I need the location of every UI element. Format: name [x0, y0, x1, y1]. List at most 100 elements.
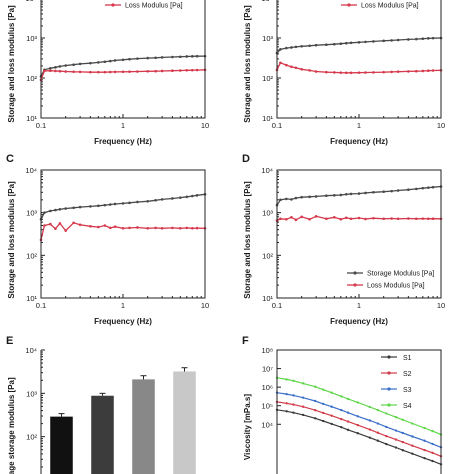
- storage-modulus-point: [339, 42, 343, 46]
- viscosity-point-S2: [330, 414, 333, 417]
- y-tick-label: 10⁵: [262, 402, 273, 411]
- x-tick-label: 0.1: [272, 301, 282, 310]
- loss-modulus-point: [407, 217, 410, 220]
- storage-modulus-point: [121, 58, 125, 62]
- storage-modulus-point: [49, 66, 52, 70]
- y-tick-label: 10²: [262, 251, 273, 260]
- legend-label-S2: S2: [403, 371, 412, 378]
- viscosity-point-S4: [423, 426, 426, 430]
- storage-modulus-point: [185, 195, 189, 199]
- storage-modulus-point: [290, 198, 293, 201]
- panel-top-right-chart: 10¹ 10² 10³ 10⁴ 0.1 1 10 Frequency (Hz) Storage …: [243, 0, 445, 146]
- viscosity-point-S1: [314, 417, 317, 420]
- storage-modulus-point: [154, 198, 157, 202]
- viscosity-point-S1: [401, 449, 404, 452]
- storage-modulus-point: [113, 202, 117, 206]
- x-tick-label: 10: [201, 121, 209, 130]
- storage-modulus-point: [372, 191, 375, 194]
- storage-modulus-point: [396, 38, 400, 42]
- storage-modulus-point: [325, 194, 328, 197]
- x-tick-label: 1: [357, 121, 361, 130]
- loss-modulus-point: [179, 69, 182, 72]
- panel-label-d: D: [242, 153, 250, 165]
- viscosity-point-S3: [285, 392, 288, 396]
- storage-modulus-point: [190, 55, 194, 58]
- loss-modulus-point: [195, 226, 199, 230]
- bar: [173, 371, 196, 474]
- loss-modulus-point: [349, 71, 353, 75]
- plot-frame: [276, 169, 442, 299]
- loss-modulus-point: [382, 70, 385, 74]
- x-tick-label: 0.1: [36, 121, 46, 130]
- viscosity-point-S4: [285, 378, 288, 381]
- loss-modulus-point: [64, 229, 67, 232]
- legend-loss-label: Loss Modulus [Pa]: [367, 283, 425, 290]
- storage-modulus-point: [89, 61, 92, 65]
- storage-modulus-point: [54, 208, 57, 212]
- storage-modulus-point: [426, 37, 430, 40]
- panel-label-e: E: [6, 335, 13, 347]
- loss-modulus-point: [426, 217, 430, 221]
- storage-modulus-point: [279, 198, 282, 202]
- viscosity-point-S4: [314, 385, 317, 388]
- storage-modulus-point: [154, 56, 157, 60]
- storage-modulus-point: [128, 57, 131, 61]
- loss-modulus-point: [58, 69, 62, 73]
- storage-modulus-point: [294, 45, 298, 49]
- storage-modulus-point: [308, 44, 311, 48]
- y-axis-label: Average storage modulus [Pa]: [7, 377, 16, 474]
- viscosity-point-S3: [368, 419, 372, 422]
- loss-modulus-point: [407, 70, 410, 73]
- viscosity-point-S1: [394, 446, 398, 449]
- viscosity-point-S4: [401, 418, 404, 421]
- viscosity-point-S1: [385, 442, 388, 446]
- viscosity-point-S4: [385, 412, 388, 415]
- storage-modulus-point: [128, 201, 131, 205]
- storage-modulus-point: [78, 205, 82, 209]
- storage-modulus-point: [426, 186, 430, 189]
- storage-modulus-point: [97, 61, 100, 64]
- viscosity-point-S3: [394, 429, 398, 432]
- loss-modulus-point: [390, 217, 393, 220]
- loss-modulus-point: [185, 226, 189, 230]
- storage-modulus-point: [308, 195, 311, 199]
- loss-modulus-point: [103, 224, 107, 227]
- viscosity-point-S4: [431, 429, 434, 433]
- loss-modulus-point: [78, 223, 82, 227]
- legend-label-S4: S4: [403, 403, 412, 410]
- viscosity-point-S2: [376, 431, 380, 434]
- loss-modulus-point: [171, 69, 174, 73]
- y-tick-label: 10⁴: [25, 346, 37, 355]
- storage-modulus-point: [121, 202, 125, 205]
- storage-modulus-point: [89, 205, 92, 208]
- storage-modulus-point: [146, 199, 149, 203]
- viscosity-point-S4: [356, 401, 359, 404]
- storage-modulus-point: [72, 63, 75, 67]
- loss-modulus-point: [431, 217, 435, 221]
- y-tick-label: 10¹: [262, 114, 273, 123]
- loss-modulus-point: [160, 227, 164, 230]
- loss-modulus-point: [97, 70, 100, 74]
- loss-modulus-point: [372, 216, 375, 220]
- loss-modulus-point: [300, 215, 303, 219]
- loss-modulus-point: [171, 226, 174, 230]
- loss-modulus-point: [89, 70, 92, 74]
- y-tick-label: 10⁴: [261, 166, 273, 175]
- storage-modulus-point: [58, 65, 62, 68]
- y-tick-label: 10³: [262, 209, 273, 218]
- viscosity-point-S1: [346, 428, 350, 432]
- loss-modulus-point: [290, 65, 293, 69]
- storage-modulus-point: [325, 43, 328, 46]
- x-tick-label: 10: [437, 121, 445, 130]
- viscosity-point-S1: [330, 422, 333, 426]
- storage-modulus-point: [54, 66, 57, 69]
- loss-modulus-point: [300, 68, 303, 71]
- loss-modulus-point: [426, 69, 430, 73]
- loss-modulus-point: [58, 222, 62, 225]
- loss-modulus-point: [364, 217, 367, 221]
- y-tick-label: 10⁸: [261, 346, 273, 355]
- storage-modulus-point: [279, 48, 282, 51]
- viscosity-line-S1: [276, 409, 442, 465]
- storage-modulus-point: [108, 59, 112, 63]
- storage-modulus-point: [431, 185, 435, 189]
